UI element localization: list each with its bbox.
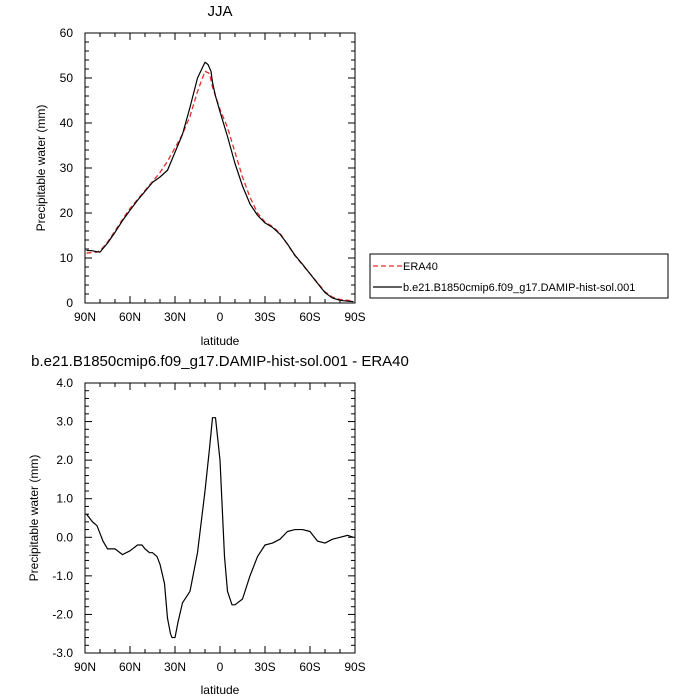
chart-title: b.e21.B1850cmip6.f09_g17.DAMIP-hist-sol.…	[31, 353, 409, 370]
plot-frame	[84, 382, 356, 654]
x-tick-label: 60S	[299, 310, 320, 324]
y-tick-label: 20	[60, 206, 74, 220]
y-tick-label: 0	[66, 296, 73, 310]
x-tick-label: 90N	[74, 660, 96, 674]
x-axis-label: latitude	[201, 683, 240, 697]
series-line-1	[86, 417, 354, 639]
chart-top: JJA 0 10 20 30 40 50 60 90N 60N 30N 0 30S 60S 90S la…	[34, 3, 366, 348]
y-axis-label: Precipitable water (mm)	[27, 455, 41, 582]
chart-title: JJA	[207, 3, 232, 20]
tick-marks	[84, 32, 356, 304]
series-line-2	[86, 61, 354, 303]
x-tick-label: 30S	[254, 310, 275, 324]
x-tick-label: 30N	[164, 310, 186, 324]
y-axis-label: Precipitable water (mm)	[34, 105, 48, 232]
x-tick-label: 30S	[254, 660, 275, 674]
y-tick-labels: -3.0 -2.0 -1.0 0.0 1.0 2.0 3.0 4.0	[52, 376, 73, 660]
y-tick-label: -3.0	[52, 646, 73, 660]
y-tick-label: 1.0	[56, 492, 73, 506]
x-tick-label: 60S	[299, 660, 320, 674]
y-tick-label: 2.0	[56, 453, 73, 467]
y-tick-label: 10	[60, 251, 74, 265]
x-tick-label: 60N	[119, 660, 141, 674]
y-tick-label: 4.0	[56, 376, 73, 390]
series-lines	[86, 61, 354, 303]
x-axis-label: latitude	[201, 334, 240, 348]
legend-label-era40: ERA40	[403, 261, 438, 273]
series-line-1	[86, 70, 354, 302]
x-tick-labels: 90N 60N 30N 0 30S 60S 90S	[74, 310, 366, 324]
y-tick-label: 30	[60, 161, 74, 175]
series-lines	[86, 417, 354, 639]
x-tick-label: 0	[217, 310, 224, 324]
x-tick-labels: 90N 60N 30N 0 30S 60S 90S	[74, 660, 366, 674]
tick-marks	[84, 382, 356, 654]
y-tick-label: 60	[60, 26, 74, 40]
y-tick-label: 50	[60, 71, 74, 85]
legend-label-model: b.e21.B1850cmip6.f09_g17.DAMIP-hist-sol.…	[403, 282, 635, 294]
y-tick-label: 0.0	[56, 530, 73, 544]
x-tick-label: 90N	[74, 310, 96, 324]
x-tick-label: 30N	[164, 660, 186, 674]
x-tick-label: 90S	[344, 660, 365, 674]
y-tick-labels: 0 10 20 30 40 50 60	[60, 26, 74, 310]
y-tick-label: 3.0	[56, 415, 73, 429]
x-tick-label: 60N	[119, 310, 141, 324]
x-tick-label: 0	[217, 660, 224, 674]
y-tick-label: -2.0	[52, 607, 73, 621]
y-tick-label: 40	[60, 116, 74, 130]
x-tick-label: 90S	[344, 310, 365, 324]
legend: ERA40 b.e21.B1850cmip6.f09_g17.DAMIP-his…	[369, 253, 669, 299]
plot-frame	[84, 32, 356, 304]
chart-bottom: b.e21.B1850cmip6.f09_g17.DAMIP-hist-sol.…	[27, 353, 409, 697]
legend-box	[369, 253, 669, 299]
y-tick-label: -1.0	[52, 569, 73, 583]
